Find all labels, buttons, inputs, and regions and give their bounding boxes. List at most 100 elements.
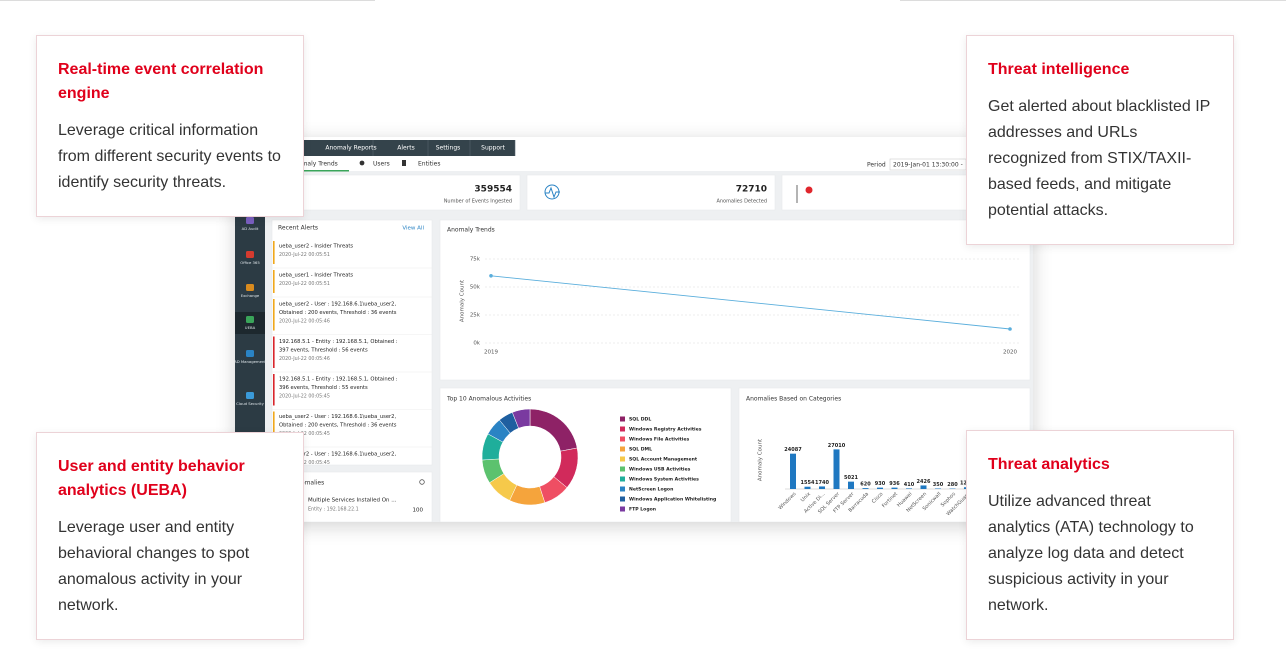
alert-text: ueba_user1 - Insider Threats [279, 273, 353, 279]
alert-time: 2020-Jul-22 00:05:51 [279, 252, 330, 258]
period-value: 2019-Jan-01 13:30:00 - [893, 162, 963, 169]
bar [862, 488, 869, 489]
legend-label: Windows USB Activities [629, 467, 691, 473]
legend-swatch [620, 436, 625, 442]
stat-value: 72710 [736, 185, 767, 195]
alert-time: 2020-Jul-22 00:05:45 [279, 460, 330, 466]
divider [0, 0, 375, 1]
alert-list: ueba_user2 - Insider Threats 2020-Jul-22 … [272, 241, 432, 466]
legend-swatch [620, 456, 625, 462]
legend-label: Windows Application Whitelisting [629, 497, 716, 503]
y-tick-label: 25k [470, 313, 481, 319]
alert-time: 2020-Jul-22 00:05:51 [279, 281, 330, 287]
nav-tab[interactable]: Alerts [397, 145, 414, 152]
entity-icon [402, 160, 406, 166]
sidebar-icon [246, 316, 254, 323]
alert-text: 192.168.5.1 - Entity : 192.168.5.1, Obta… [279, 377, 398, 383]
alert-text: Obtained : 200 events, Threshold : 36 ev… [279, 423, 397, 429]
bar-value-label: 620 [860, 482, 871, 488]
legend-label: SQL DML [629, 447, 652, 453]
alert-severity [273, 411, 275, 443]
anomaly-entity: Entity : 192.168.22.1 [308, 507, 359, 513]
bar-value-label: 27010 [828, 443, 846, 449]
alert-severity [273, 336, 275, 368]
link[interactable]: View All [402, 226, 424, 232]
chart-title: Top 10 Anomalous Activities [446, 396, 531, 403]
panel-title: Recent Alerts [278, 225, 318, 232]
subtab-underline [287, 170, 349, 172]
sidebar-item[interactable]: Office 365 [240, 260, 260, 265]
y-axis-label: Anomaly Count [460, 279, 466, 322]
search-icon [419, 479, 425, 485]
alert-time: 2020-Jul-22 00:05:46 [279, 356, 330, 362]
sidebar-icon [246, 392, 254, 399]
legend-label: Windows System Activities [629, 477, 699, 483]
alert-time: 2020-Jul-22 00:05:45 [279, 431, 330, 437]
legend-swatch [620, 506, 625, 512]
card-body: Utilize advanced threat analytics (ATA) … [988, 493, 1194, 614]
feature-card: Real-time event correlation engine Lever… [36, 35, 304, 217]
alert-severity [273, 270, 275, 293]
stat-label: Number of Events Ingested [444, 199, 512, 205]
line-point [489, 274, 493, 278]
nav-tab[interactable]: Anomaly Reports [325, 145, 376, 152]
alert-text: ueba_user2 - Insider Threats [279, 244, 353, 250]
alert-text: ueba_user2 - User : 192.168.6.1\ueba_use… [279, 452, 396, 458]
y-axis-label: Anomaly Count [758, 438, 764, 481]
anomaly-title: Multiple Services Installed On ... [308, 498, 397, 504]
alert-severity [273, 299, 275, 331]
bar-value-label: 930 [875, 481, 886, 487]
bar-value-label: 2426 [917, 479, 931, 485]
sidebar-item[interactable]: AD Management [235, 359, 266, 364]
legend-swatch [620, 446, 625, 452]
bar [804, 486, 811, 489]
bar-value-label: 1554 [801, 480, 815, 486]
divider [900, 0, 1286, 1]
panel [271, 219, 433, 466]
line-series [490, 275, 1011, 330]
period-label: Period [867, 162, 886, 169]
donut [481, 408, 579, 506]
nav-tab[interactable]: Support [481, 145, 505, 152]
legend-swatch [620, 496, 625, 502]
bar [790, 453, 796, 489]
sidebar-item[interactable]: UEBA [245, 325, 256, 330]
subtab[interactable]: Anomaly Trends [290, 161, 338, 168]
card-body: Leverage critical information from diffe… [58, 122, 281, 191]
stat-icon [805, 186, 813, 194]
sidebar-icon [246, 350, 254, 357]
alert-text: 397 events, Threshold : 56 events [279, 348, 368, 354]
alert-text: 192.168.5.1 - Entity : 192.168.5.1, Obta… [279, 339, 398, 345]
alert-time: 2020-Jul-22 00:05:46 [279, 319, 330, 325]
legend-label: NetScreen Logon [629, 487, 673, 493]
alert-text: Obtained : 200 events, Threshold : 36 ev… [279, 310, 397, 316]
alert-severity [273, 374, 275, 406]
subtab[interactable]: Users [373, 161, 390, 168]
donut-segment [512, 408, 531, 429]
y-tick-label: 75k [470, 257, 481, 263]
alert-text: 396 events, Threshold : 55 events [279, 385, 368, 391]
stat-value: 359554 [474, 185, 512, 195]
bar-value-label: 410 [904, 482, 915, 488]
bar-value-label: 936 [889, 481, 900, 487]
sidebar-item[interactable]: AD Audit [242, 226, 259, 231]
sidebar-item[interactable]: Cloud Security [236, 401, 264, 406]
legend-swatch [620, 466, 625, 472]
bar [920, 485, 927, 489]
feature-card: Threat intelligence Get alerted about bl… [966, 35, 1234, 245]
bar [877, 487, 883, 489]
bar [935, 488, 941, 489]
card-title: User and entity behavior analytics (UEBA… [58, 458, 245, 499]
nav-tab[interactable]: Settings [436, 145, 461, 152]
sidebar-icon [246, 251, 254, 258]
alert-text: ueba_user2 - User : 192.168.6.1\ueba_use… [279, 414, 396, 420]
sidebar-item[interactable]: Exchange [241, 293, 260, 298]
chart-title: Anomalies Based on Categories [746, 396, 841, 403]
subtab[interactable]: Entities [418, 161, 440, 168]
bar [833, 449, 840, 489]
user-icon [359, 160, 365, 166]
panel [439, 219, 1031, 381]
bar-value-label: 24087 [784, 447, 802, 453]
card-title: Threat analytics [988, 456, 1110, 473]
chart-title: Anomaly Trends [447, 227, 495, 234]
